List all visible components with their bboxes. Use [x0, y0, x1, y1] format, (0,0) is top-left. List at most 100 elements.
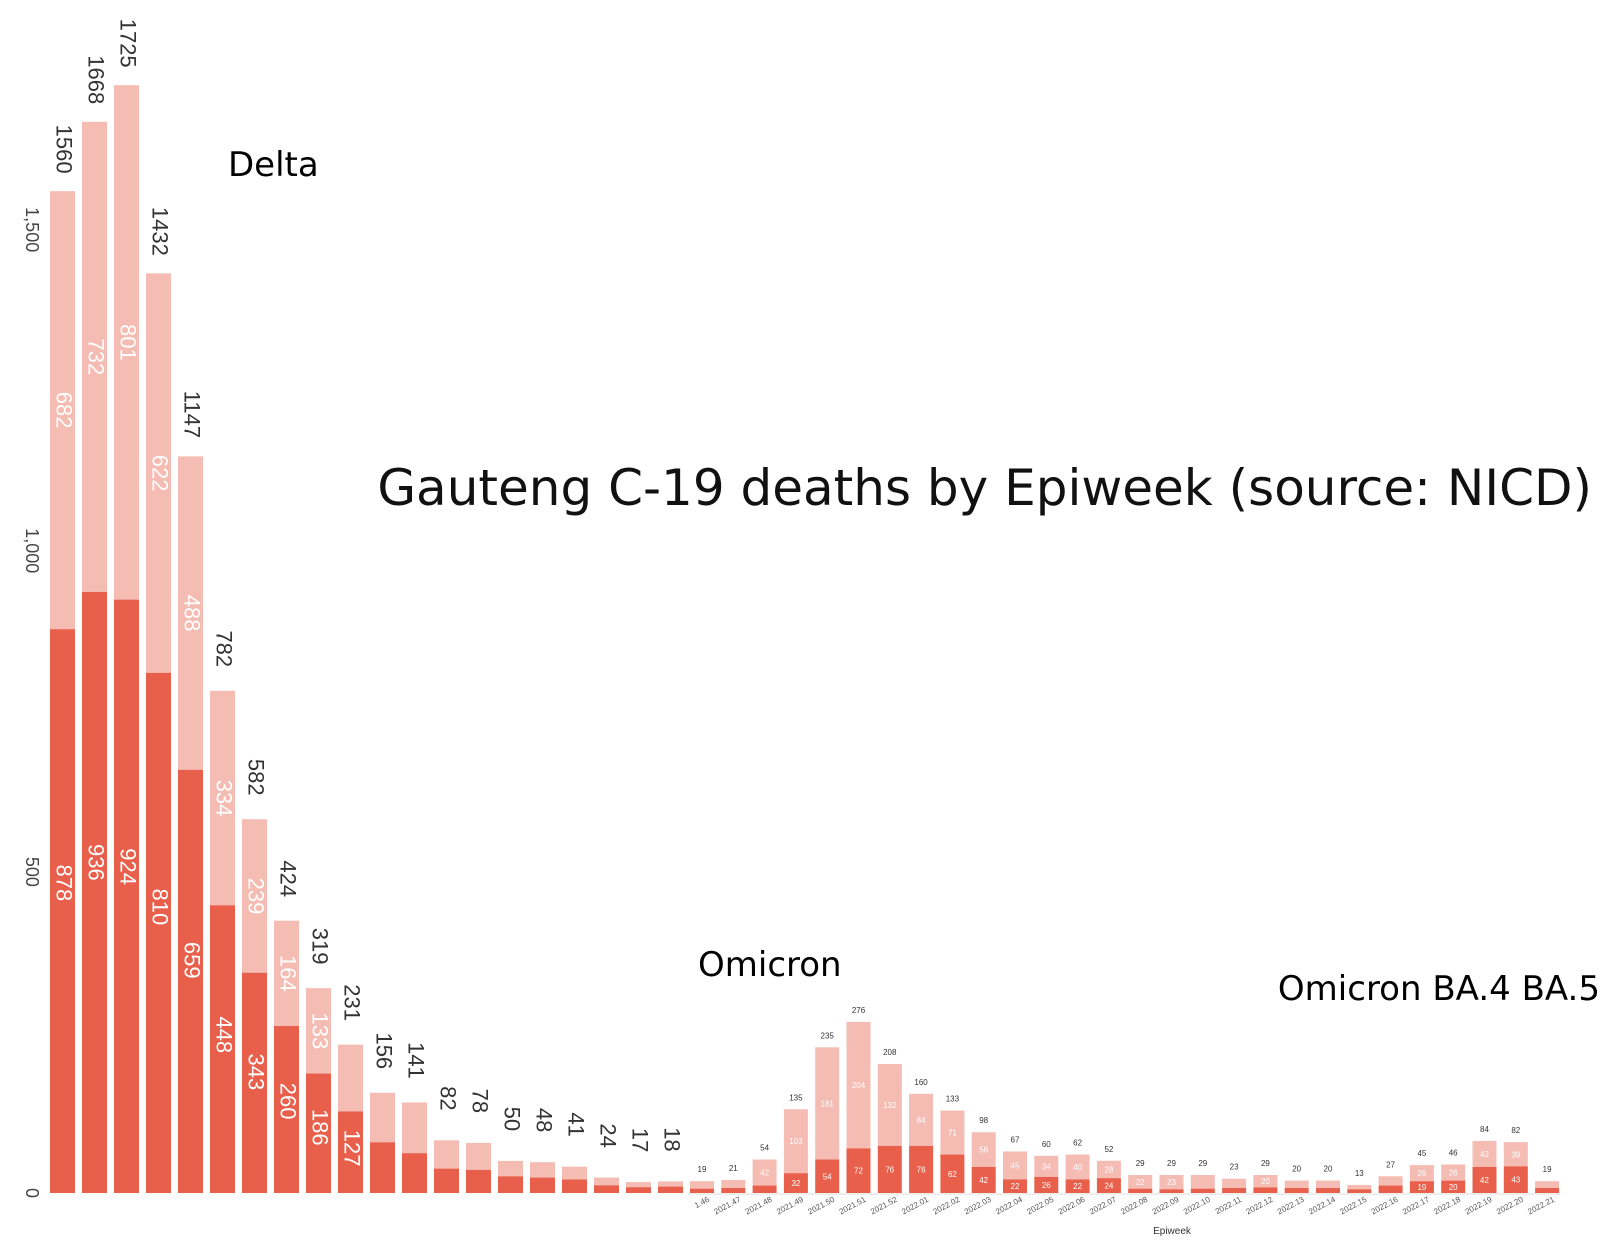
omicron-light-value-label: 23 [1167, 1178, 1176, 1187]
omicron-dark-value-label: 76 [885, 1165, 894, 1174]
delta-bar-light [210, 690, 235, 906]
omicron-total-label: 29 [1198, 1159, 1207, 1168]
delta-total-label: 78 [468, 1089, 493, 1113]
delta-light-value-label: 164 [276, 955, 301, 992]
delta-light-value-label: 488 [180, 595, 205, 632]
omicron-bar-light [690, 1181, 714, 1189]
omicron-xtick-label: 2022.03 [963, 1195, 993, 1217]
omicron-dark-value-label: 42 [1480, 1176, 1489, 1185]
omicron-dark-value-label: 32 [791, 1179, 800, 1188]
omicron-total-label: 160 [914, 1078, 928, 1087]
omicron-bar-light [1347, 1184, 1372, 1190]
omicron-bar-dark [1003, 1179, 1027, 1193]
omicron-dark-value-label: 24 [1104, 1182, 1113, 1191]
omicron-total-label: 98 [979, 1116, 988, 1125]
delta-bar-dark [146, 672, 171, 1193]
omicron-xtick-label: 2022.20 [1495, 1195, 1525, 1217]
omicron-bar-dark [690, 1188, 714, 1193]
omicron-total-label: 21 [729, 1164, 738, 1173]
omicron-xtick-label: 2022.13 [1276, 1195, 1306, 1217]
omicron-bar-light [752, 1159, 777, 1186]
omicron-bar-light [1253, 1175, 1278, 1188]
omicron-bar-light [909, 1093, 934, 1146]
omicron-xtick-label: 2021.49 [775, 1195, 805, 1217]
delta-bar-dark [178, 769, 203, 1193]
omicron-xtick-label: 2022.21 [1526, 1195, 1556, 1217]
delta-bar-dark [466, 1169, 491, 1193]
omicron-bar-dark [1441, 1180, 1466, 1193]
omicron-total-label: 84 [1480, 1125, 1489, 1134]
chart-title: Gauteng C-19 deaths by Epiweek (source: … [377, 459, 1592, 517]
omicron-total-label: 19 [698, 1165, 707, 1174]
omicron-bar-light [783, 1109, 808, 1174]
omicron-bar-light [1222, 1178, 1247, 1189]
delta-ytick-label: 1,000 [22, 528, 42, 573]
omicron-bar-dark [1503, 1166, 1528, 1193]
delta-light-value-label: 801 [116, 324, 141, 361]
delta-dark-value-label: 936 [84, 844, 109, 881]
omicron-bar-light [1409, 1165, 1434, 1182]
omicron-total-label: 19 [1543, 1165, 1552, 1174]
delta-total-label: 782 [212, 630, 237, 667]
omicron-light-value-label: 84 [917, 1116, 926, 1125]
omicron-total-label: 133 [946, 1095, 960, 1104]
omicron-dark-value-label: 72 [854, 1167, 863, 1176]
omicron-xtick-label: 2021.47 [712, 1195, 742, 1217]
omicron-total-label: 29 [1261, 1159, 1270, 1168]
delta-bar-dark [562, 1179, 587, 1193]
omicron-total-label: 135 [789, 1093, 803, 1102]
delta-light-value-label: 732 [84, 338, 109, 375]
delta-light-value-label: 239 [244, 878, 269, 915]
delta-ytick-label: 1,500 [22, 207, 42, 252]
omicron-xtick-label: 2022.12 [1245, 1195, 1275, 1217]
delta-bar-light [114, 85, 139, 600]
delta-bar-dark [594, 1185, 619, 1193]
omicron-bar-light [1472, 1140, 1497, 1167]
omicron-bar-dark [846, 1148, 871, 1193]
omicron-xtick-label: 2022.02 [932, 1195, 962, 1217]
delta-y-axis: 0 500 1,000 1,500 [22, 207, 42, 1198]
omicron-bar-light [1065, 1154, 1090, 1180]
omicron-xtick-label: 1.46 [693, 1195, 711, 1211]
delta-bar-light [626, 1182, 651, 1188]
delta-bar-light [146, 273, 171, 673]
omicron-total-label: 29 [1167, 1159, 1176, 1168]
delta-total-label: 1725 [116, 19, 141, 68]
delta-total-label: 41 [564, 1112, 589, 1136]
omicron-xtick-label: 2021.48 [744, 1195, 774, 1217]
omicron-bar-light [971, 1132, 996, 1167]
omicron-xtick-label: 2021.52 [869, 1195, 899, 1217]
delta-bar-light [498, 1160, 523, 1177]
omicron-dark-value-label: 26 [1042, 1181, 1051, 1190]
omicron-bar-light [1128, 1175, 1153, 1189]
omicron-bar-light [1190, 1175, 1215, 1189]
delta-total-label: 1147 [180, 391, 205, 438]
omicron-bar-dark [1347, 1189, 1372, 1193]
delta-total-label: 50 [500, 1107, 525, 1131]
omicron-xtick-label: 2022.16 [1370, 1195, 1400, 1217]
omicron-total-label: 45 [1417, 1149, 1426, 1158]
omicron-dark-value-label: 42 [979, 1176, 988, 1185]
omicron-x-axis-title: Epiweek [1153, 1226, 1192, 1237]
delta-bar-dark [370, 1142, 395, 1193]
omicron-light-value-label: 42 [1480, 1150, 1489, 1159]
omicron-total-label: 276 [852, 1006, 866, 1015]
delta-bar-light [306, 988, 331, 1074]
omicron-bar-light [1378, 1176, 1403, 1186]
omicron-total-label: 29 [1136, 1159, 1145, 1168]
delta-bar-dark [210, 905, 235, 1193]
omicron-bar-light [940, 1110, 965, 1155]
wave-label-omicron: Omicron [698, 945, 842, 985]
omicron-bar-dark [1378, 1185, 1403, 1193]
omicron-bar-dark [815, 1159, 840, 1193]
omicron-light-value-label: 71 [948, 1129, 957, 1138]
omicron-xtick-label: 2022.19 [1464, 1195, 1494, 1217]
omicron-dark-value-label: 19 [1417, 1183, 1426, 1192]
delta-ytick-label: 500 [22, 857, 42, 887]
omicron-bar-dark [1034, 1176, 1059, 1193]
delta-ytick-label: 0 [22, 1188, 42, 1198]
delta-total-label: 1560 [52, 125, 77, 174]
delta-bar-dark [658, 1186, 683, 1193]
omicron-total-label: 27 [1386, 1160, 1395, 1169]
